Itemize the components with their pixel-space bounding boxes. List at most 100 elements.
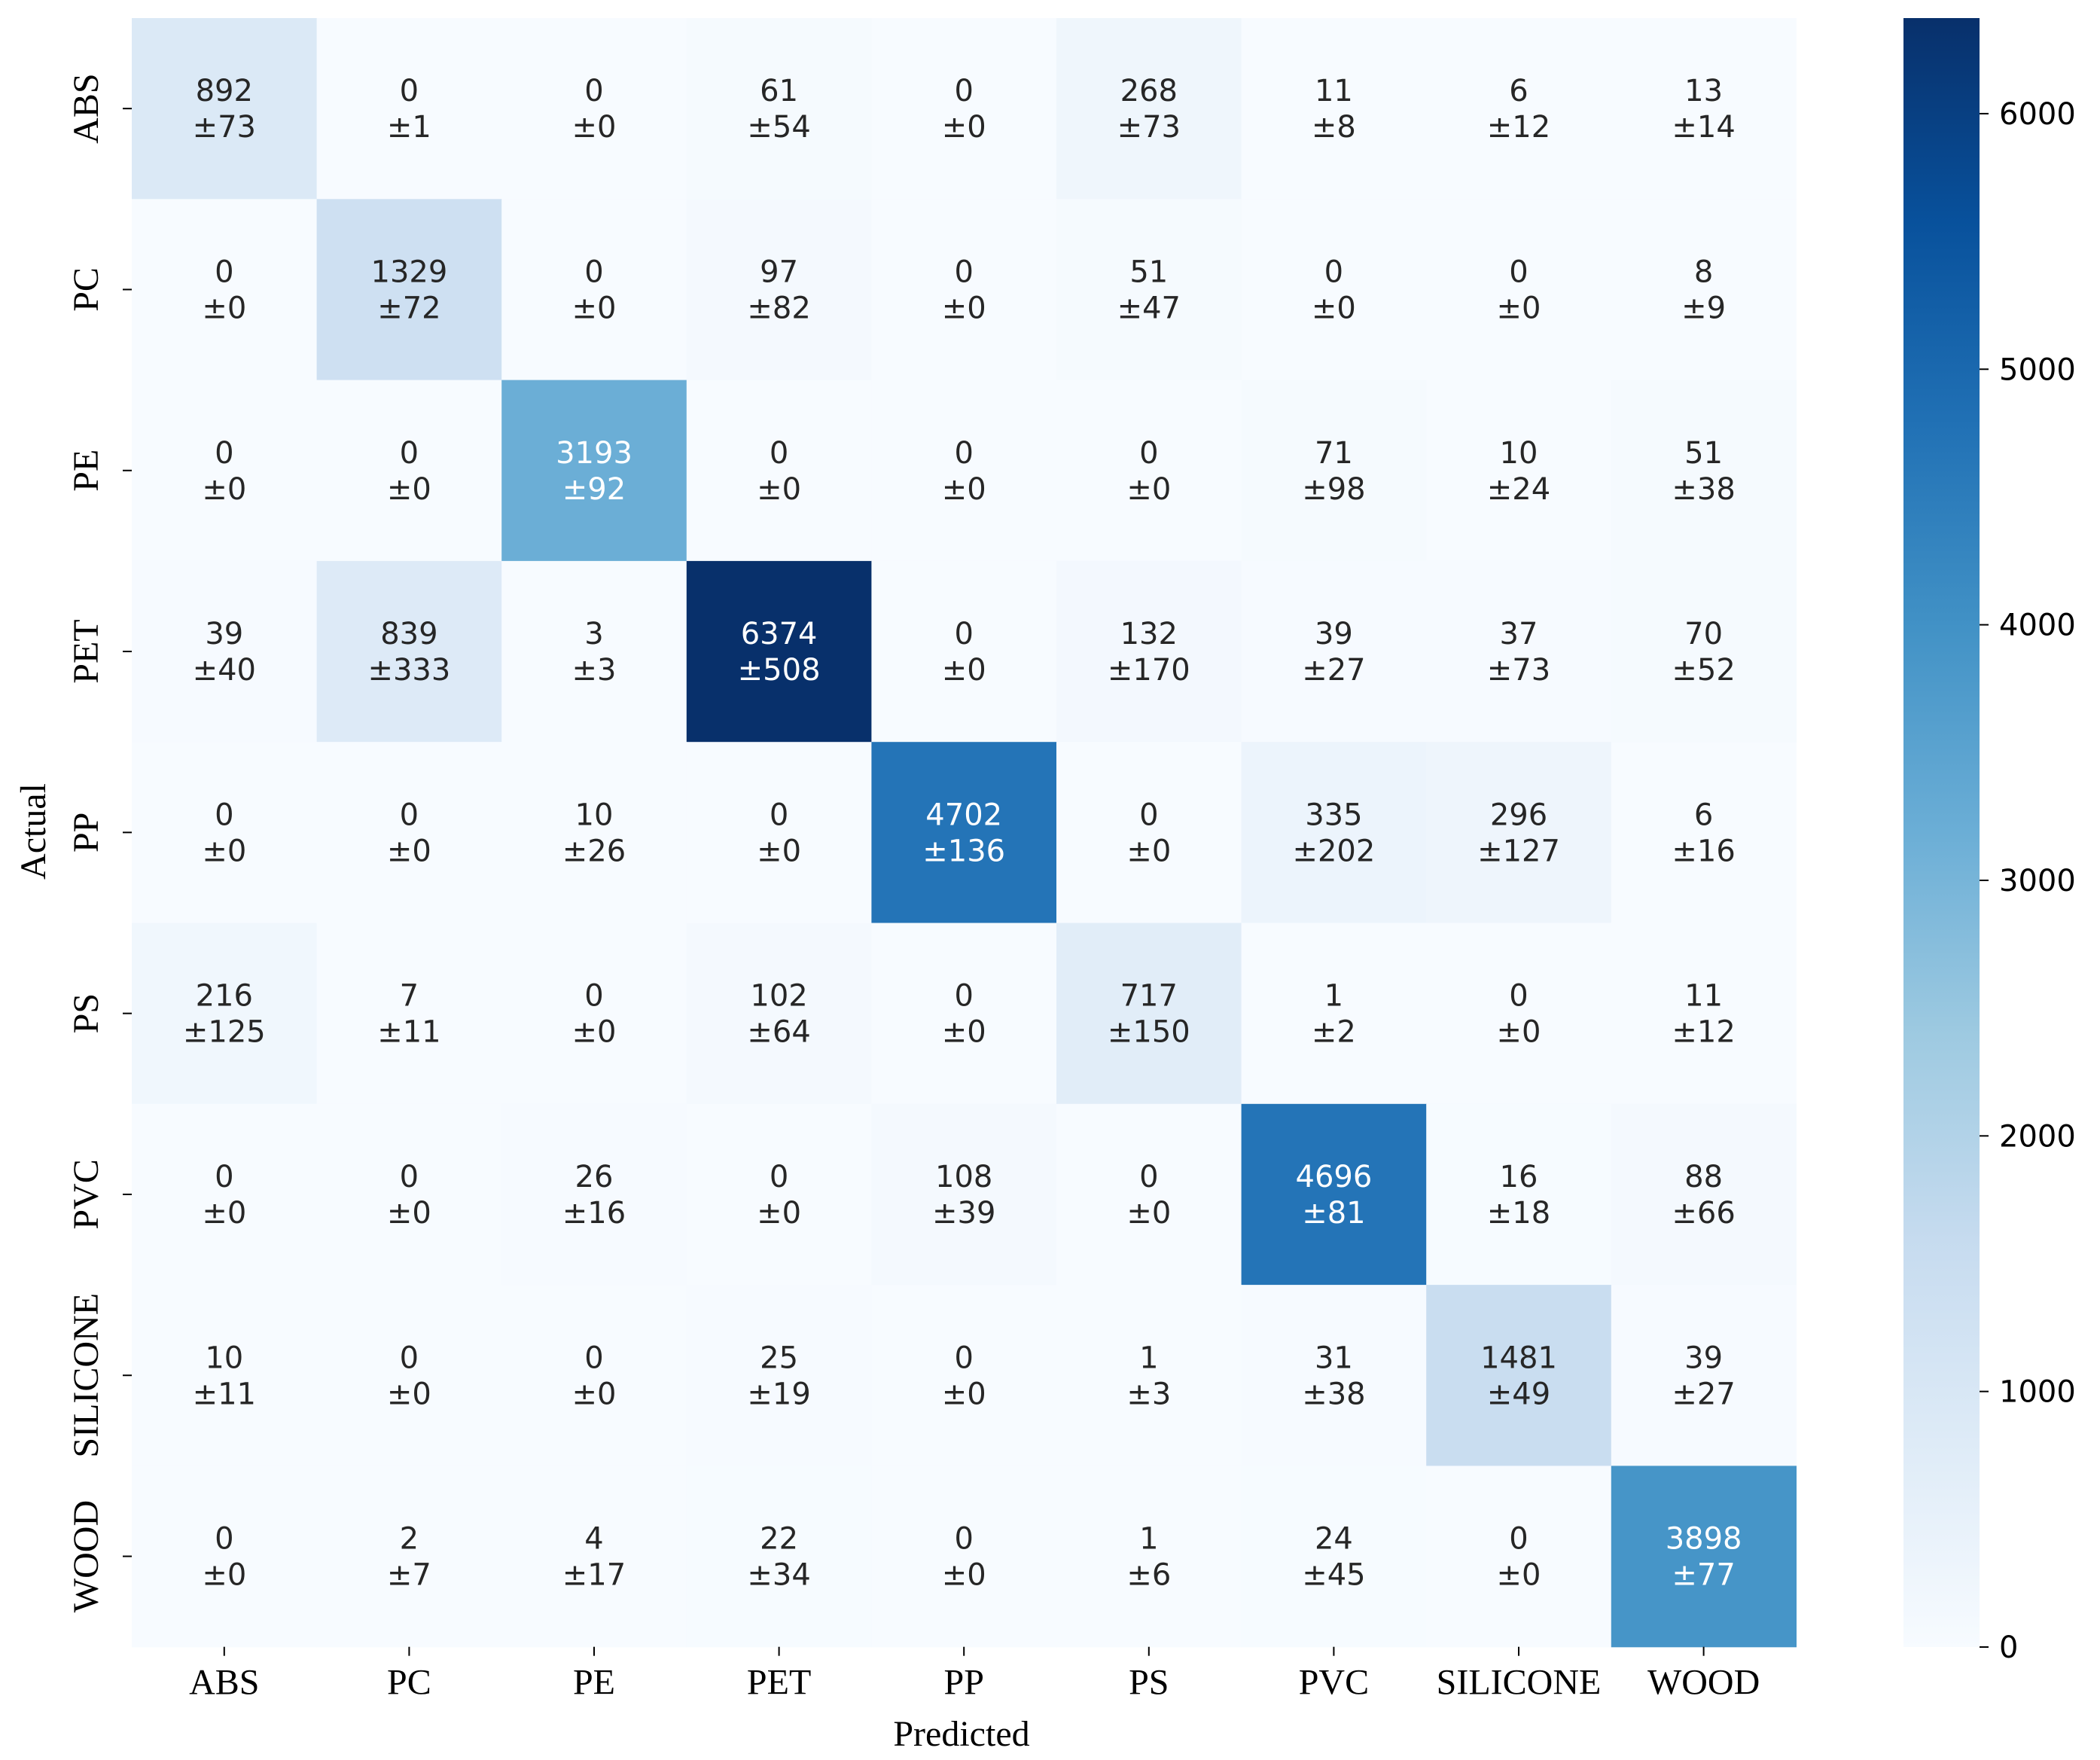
heatmap-cell xyxy=(1611,1466,1797,1648)
cell-error-label: ±1 xyxy=(387,110,431,145)
cell-error-label: ±0 xyxy=(1497,291,1541,325)
cell-value-label: 1 xyxy=(1324,979,1343,1014)
cell-value-label: 0 xyxy=(400,1341,419,1375)
x-tick-label: PET xyxy=(747,1663,811,1703)
cell-value-label: 0 xyxy=(1509,1522,1528,1557)
cell-error-label: ±0 xyxy=(1497,1015,1541,1050)
cell-error-label: ±8 xyxy=(1312,110,1356,145)
heatmap-cell xyxy=(1056,18,1242,200)
cell-value-label: 10 xyxy=(205,1341,243,1375)
heatmap-cell xyxy=(316,1466,502,1648)
heatmap-cell xyxy=(871,560,1057,743)
cell-value-label: 6374 xyxy=(741,617,818,651)
cell-error-label: ±18 xyxy=(1487,1196,1550,1231)
cell-error-label: ±0 xyxy=(572,110,617,145)
x-tick-label: SILICONE xyxy=(1437,1663,1602,1703)
y-tick-label: ABS xyxy=(66,73,106,143)
cell-error-label: ±6 xyxy=(1126,1558,1171,1593)
heatmap-cell xyxy=(1241,923,1427,1105)
cell-error-label: ±0 xyxy=(202,291,246,325)
cell-error-label: ±7 xyxy=(387,1558,431,1593)
cell-error-label: ±82 xyxy=(747,291,810,325)
heatmap-cell-labels: 892±730±10±061±540±0268±7311±86±1213±140… xyxy=(183,74,1742,1592)
heatmap-cell xyxy=(1426,18,1612,200)
cell-error-label: ±27 xyxy=(1672,1377,1735,1411)
heatmap-cell xyxy=(871,1285,1057,1466)
cell-value-label: 51 xyxy=(1129,255,1168,289)
heatmap-cell xyxy=(501,1466,687,1648)
cell-value-label: 0 xyxy=(954,617,973,651)
cell-error-label: ±150 xyxy=(1108,1015,1190,1050)
cell-error-label: ±11 xyxy=(377,1015,440,1050)
cell-value-label: 0 xyxy=(1509,979,1528,1014)
cell-value-label: 0 xyxy=(215,436,233,471)
heatmap-cell xyxy=(1611,1103,1797,1286)
cell-error-label: ±66 xyxy=(1672,1196,1735,1231)
y-tick-label: SILICONE xyxy=(66,1293,106,1458)
cell-error-label: ±0 xyxy=(942,110,986,145)
cell-value-label: 0 xyxy=(954,74,973,108)
y-tick-label: PE xyxy=(66,450,106,492)
cell-error-label: ±136 xyxy=(922,834,1005,868)
cell-value-label: 37 xyxy=(1500,617,1538,651)
cell-error-label: ±17 xyxy=(562,1558,626,1593)
cell-value-label: 0 xyxy=(400,74,419,108)
cell-error-label: ±77 xyxy=(1672,1558,1735,1593)
cell-value-label: 1 xyxy=(1139,1341,1158,1375)
x-tick-label: PS xyxy=(1129,1663,1169,1703)
cell-error-label: ±81 xyxy=(1302,1196,1365,1231)
cell-value-label: 13 xyxy=(1684,74,1723,108)
cell-error-label: ±73 xyxy=(193,110,256,145)
heatmap-cell xyxy=(501,1285,687,1466)
y-tick-label: PC xyxy=(66,267,106,312)
cell-value-label: 335 xyxy=(1305,798,1362,832)
cell-error-label: ±0 xyxy=(1126,1196,1171,1231)
heatmap-cell xyxy=(686,923,872,1105)
x-tick-label: PC xyxy=(387,1663,431,1703)
cell-value-label: 3 xyxy=(584,617,603,651)
colorbar-tick-label: 0 xyxy=(1999,1630,2018,1665)
heatmap-cell xyxy=(686,742,872,924)
x-axis-label: Predicted xyxy=(893,1714,1029,1754)
cell-error-label: ±73 xyxy=(1487,653,1550,688)
cell-value-label: 4 xyxy=(584,1522,603,1557)
colorbar: 0 1000 2000 3000 4000 5000 6000 xyxy=(1903,18,2076,1665)
cell-value-label: 0 xyxy=(584,74,603,108)
cell-value-label: 296 xyxy=(1490,798,1547,832)
cell-value-label: 16 xyxy=(1500,1160,1538,1194)
cell-value-label: 6 xyxy=(1509,74,1528,108)
heatmap-cell xyxy=(501,1103,687,1286)
cell-error-label: ±0 xyxy=(387,1196,431,1231)
heatmap-cell xyxy=(686,380,872,562)
cell-value-label: 39 xyxy=(1315,617,1353,651)
cell-error-label: ±0 xyxy=(572,1377,617,1411)
heatmap-cell xyxy=(1611,199,1797,381)
heatmap-cell xyxy=(1426,560,1612,743)
x-tick-label: PE xyxy=(573,1663,615,1703)
cell-value-label: 6 xyxy=(1694,798,1713,832)
heatmap-cell xyxy=(132,923,318,1105)
cell-error-label: ±92 xyxy=(562,472,626,507)
heatmap-cell xyxy=(1426,1285,1612,1466)
heatmap-cell xyxy=(1241,199,1427,381)
x-axis-ticks: ABS PC PE PET PP PS PVC SILICONE WOOD xyxy=(189,1646,1760,1703)
cell-error-label: ±34 xyxy=(747,1558,810,1593)
heatmap-cell xyxy=(1426,199,1612,381)
heatmap-cell xyxy=(1241,18,1427,200)
cell-value-label: 132 xyxy=(1120,617,1178,651)
heatmap-cell xyxy=(686,18,872,200)
cell-error-label: ±0 xyxy=(572,291,617,325)
heatmap-cell xyxy=(1611,560,1797,743)
colorbar-gradient xyxy=(1903,18,1980,1647)
cell-value-label: 4696 xyxy=(1296,1160,1373,1194)
cell-value-label: 11 xyxy=(1315,74,1353,108)
cell-error-label: ±16 xyxy=(562,1196,626,1231)
heatmap-cell xyxy=(1241,560,1427,743)
cell-error-label: ±12 xyxy=(1672,1015,1735,1050)
heatmap-cell xyxy=(871,742,1057,924)
heatmap-cell xyxy=(1426,923,1612,1105)
cell-error-label: ±0 xyxy=(942,472,986,507)
cell-error-label: ±0 xyxy=(202,1558,246,1593)
cell-value-label: 10 xyxy=(575,798,614,832)
